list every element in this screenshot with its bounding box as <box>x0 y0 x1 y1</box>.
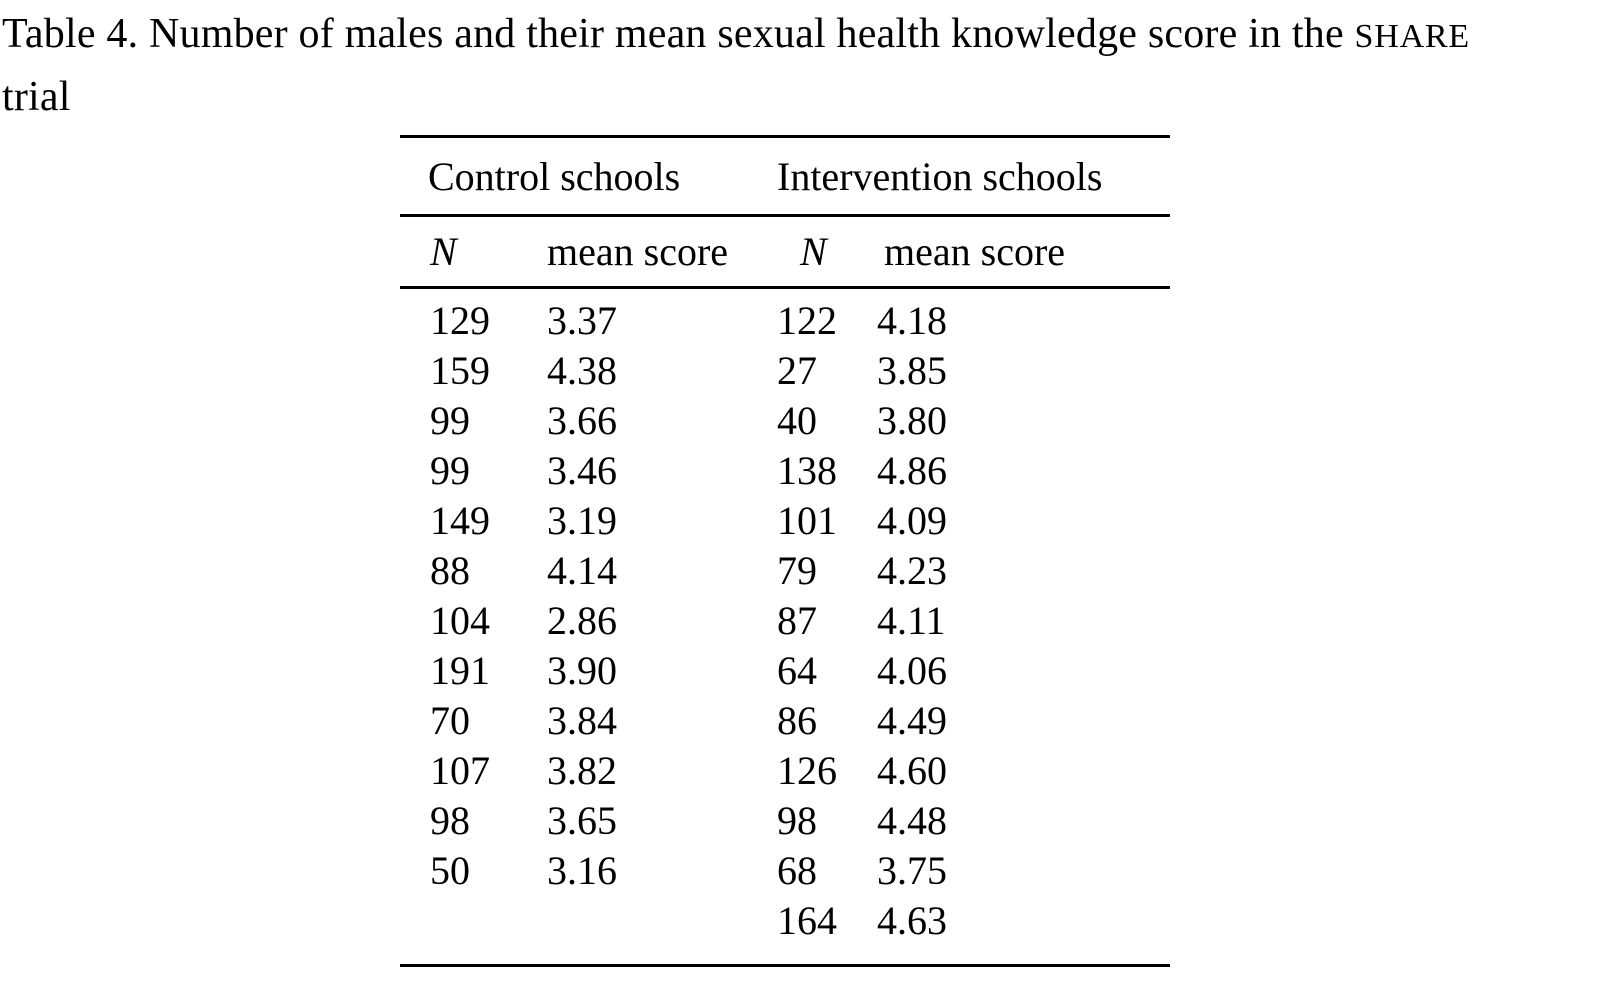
table-cell-c_n: 107 <box>430 747 490 793</box>
table-cell-c_n: 70 <box>430 697 470 743</box>
table-cell-i_mean: 4.06 <box>877 647 947 693</box>
table-cell-i_mean: 3.85 <box>877 347 947 393</box>
column-header-row: N mean score N mean score <box>400 217 1170 289</box>
table-cell-c_n: 99 <box>430 447 470 493</box>
table-cell-c_mean: 3.65 <box>547 797 617 843</box>
table-row: 149 3.19 101 4.09 <box>430 495 1170 545</box>
table-cell-i_mean: 4.23 <box>877 547 947 593</box>
table-cell-c_mean: 4.38 <box>547 347 617 393</box>
table-cell-c_n: 149 <box>430 497 490 543</box>
table-cell-i_n: 40 <box>777 397 817 443</box>
caption-line2: trial <box>2 74 71 120</box>
table-cell-c_n: 104 <box>430 597 490 643</box>
table-cell-i_n: 68 <box>777 847 817 893</box>
table-cell-c_n: 129 <box>430 297 490 343</box>
table-cell-c_n: 98 <box>430 797 470 843</box>
table-cell-i_n: 164 <box>777 897 837 943</box>
table-row: 99 3.66 40 3.80 <box>430 395 1170 445</box>
table-cell-i_n: 87 <box>777 597 817 643</box>
column-header-intervention-n: N <box>800 229 827 274</box>
table-cell-c_mean: 3.46 <box>547 447 617 493</box>
table-cell-i_n: 27 <box>777 347 817 393</box>
table-cell-i_mean: 4.18 <box>877 297 947 343</box>
table-cell-i_n: 86 <box>777 697 817 743</box>
table-row: 104 2.86 87 4.11 <box>430 595 1170 645</box>
table-row: 50 3.16 68 3.75 <box>430 845 1170 895</box>
column-header-intervention-mean: mean score <box>884 229 1066 274</box>
table-cell-i_mean: 4.60 <box>877 747 947 793</box>
table-row: 107 3.82 126 4.60 <box>430 745 1170 795</box>
table-cell-c_mean: 3.90 <box>547 647 617 693</box>
table-cell-c_mean: 3.84 <box>547 697 617 743</box>
table-cell-c_mean: 3.19 <box>547 497 617 543</box>
table-cell-c_n: 99 <box>430 397 470 443</box>
table-cell-i_mean: 4.63 <box>877 897 947 943</box>
table-row: 129 3.37 122 4.18 <box>430 295 1170 345</box>
group-header-intervention: Intervention schools <box>777 153 1103 199</box>
table-cell-c_mean: 3.16 <box>547 847 617 893</box>
table-body: 129 3.37 122 4.18 159 4.38 27 3.85 99 3.66 40 3.80 9… <box>400 289 1170 964</box>
table-cell-i_n: 101 <box>777 497 837 543</box>
table-cell-c_mean: 3.66 <box>547 397 617 443</box>
caption-text: Table 4. Number of males and their mean … <box>2 11 1355 57</box>
table-cell-c_mean: 4.14 <box>547 547 617 593</box>
table-cell-i_mean: 3.80 <box>877 397 947 443</box>
table-cell-c_n: 50 <box>430 847 470 893</box>
table-row: 164 4.63 <box>430 895 1170 945</box>
table-caption: Table 4. Number of males and their mean … <box>2 4 1602 128</box>
table-row: 70 3.84 86 4.49 <box>430 695 1170 745</box>
table-row: 191 3.90 64 4.06 <box>430 645 1170 695</box>
table-cell-i_mean: 4.86 <box>877 447 947 493</box>
table-cell-i_mean: 4.48 <box>877 797 947 843</box>
table-cell-i_n: 122 <box>777 297 837 343</box>
column-header-control-n: N <box>430 229 457 274</box>
table-cell-c_mean: 2.86 <box>547 597 617 643</box>
caption-smallcaps-share: SHARE <box>1354 18 1470 55</box>
table-cell-i_mean: 4.49 <box>877 697 947 743</box>
table-row: 88 4.14 79 4.23 <box>430 545 1170 595</box>
table-row: 99 3.46 138 4.86 <box>430 445 1170 495</box>
table-cell-c_n: 191 <box>430 647 490 693</box>
column-header-control-mean: mean score <box>547 229 729 274</box>
table-cell-i_mean: 3.75 <box>877 847 947 893</box>
group-header-control: Control schools <box>428 153 681 199</box>
table-row: 98 3.65 98 4.48 <box>430 795 1170 845</box>
table-cell-i_n: 138 <box>777 447 837 493</box>
table-cell-i_n: 79 <box>777 547 817 593</box>
table-cell-i_n: 98 <box>777 797 817 843</box>
table-cell-i_n: 126 <box>777 747 837 793</box>
table-row: 159 4.38 27 3.85 <box>430 345 1170 395</box>
group-header-row: Control schools Intervention schools <box>400 138 1170 217</box>
table-cell-i_n: 64 <box>777 647 817 693</box>
table-cell-c_mean: 3.37 <box>547 297 617 343</box>
table-cell-i_mean: 4.09 <box>877 497 947 543</box>
table-cell-c_n: 159 <box>430 347 490 393</box>
table-cell-i_mean: 4.11 <box>877 597 946 643</box>
table-cell-c_n: 88 <box>430 547 470 593</box>
data-table: Control schools Intervention schools N m… <box>400 135 1170 967</box>
table-cell-c_mean: 3.82 <box>547 747 617 793</box>
